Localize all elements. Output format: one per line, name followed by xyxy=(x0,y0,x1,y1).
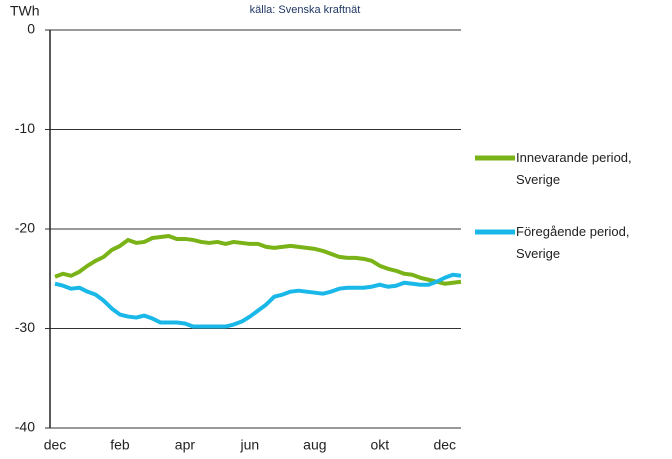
source: källa: Svenska kraftnät xyxy=(250,4,361,16)
x-tick-label: aug xyxy=(303,437,326,453)
y-axis-label: TWh xyxy=(10,3,40,19)
x-tick-label: apr xyxy=(175,437,196,453)
x-tick-label: dec xyxy=(433,437,456,453)
x-tick-label: okt xyxy=(370,437,389,453)
series-line xyxy=(54,233,462,286)
series-line xyxy=(54,272,462,329)
legend-label: Innevarande period, Sverige xyxy=(516,150,632,187)
legend-label: Föregående period, Sverige xyxy=(516,224,630,261)
y-tick-label: -20 xyxy=(15,220,35,236)
y-tick-label: -30 xyxy=(15,319,35,335)
y-tick-label: -10 xyxy=(15,120,35,136)
x-tick-label: feb xyxy=(110,437,130,453)
x-tick-label: jun xyxy=(240,437,260,453)
y-tick-label: 0 xyxy=(27,21,35,37)
x-tick-label: dec xyxy=(44,437,67,453)
y-tick-label: -40 xyxy=(15,419,35,435)
